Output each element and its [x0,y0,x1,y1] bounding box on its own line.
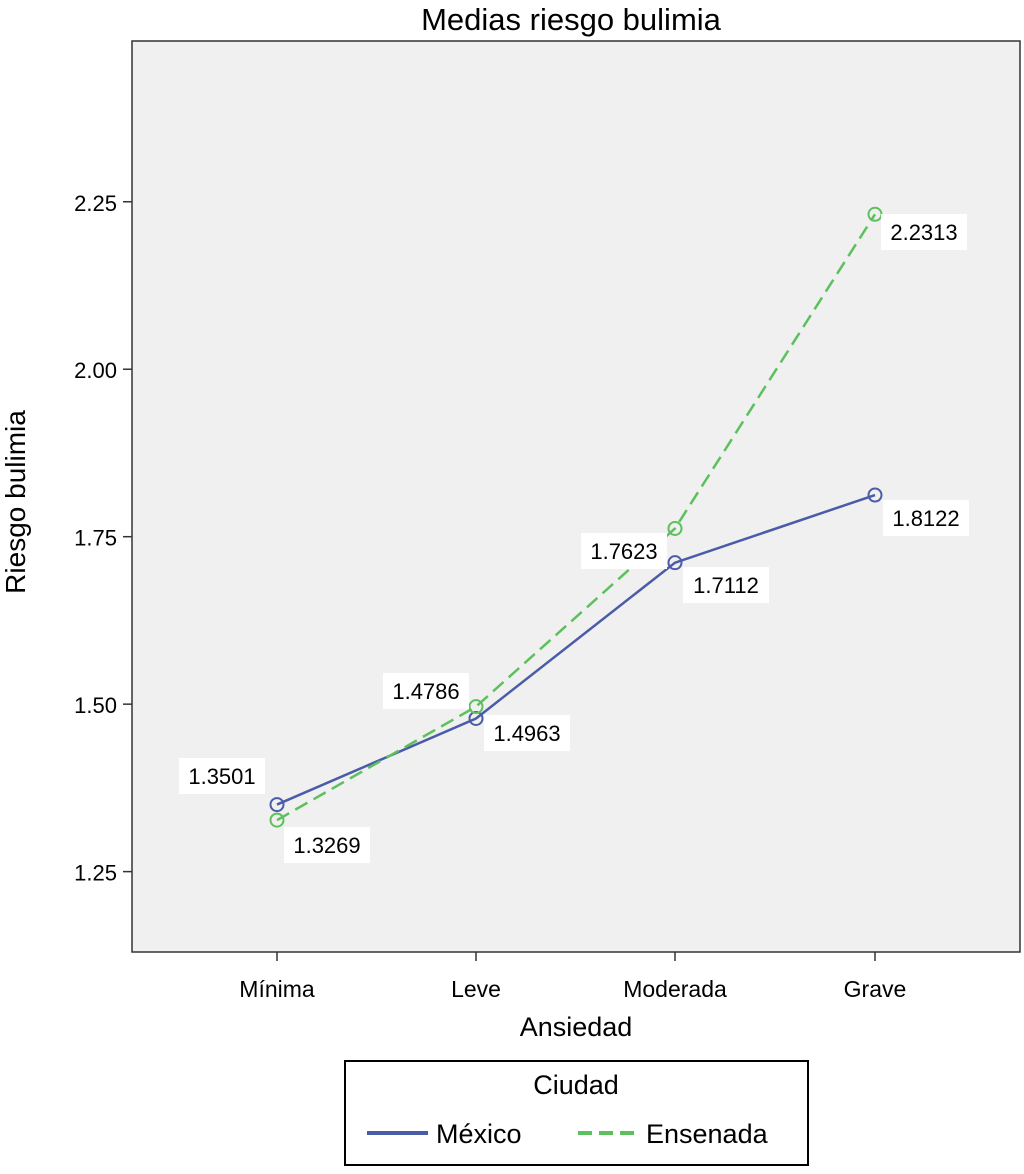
y-axis-title: Riesgo bulimia [0,410,31,594]
data-label-text: 1.3269 [293,833,360,858]
data-labels: 1.3501 1.4786 1.7112 1.8122 1.3269 1.4963 1.76… [179,214,969,863]
y-tick-label: 2.00 [74,358,117,383]
legend-item-mexico: México [367,1119,522,1149]
series-ensenada [269,206,883,828]
data-label-box [883,500,969,536]
data-point-marker [667,520,683,536]
data-point-marker [468,699,484,715]
series-mexico [269,487,883,813]
chart-title: Medias riesgo bulimia [421,2,722,37]
data-label: 1.3269 [284,827,370,863]
y-tick-label: 2.25 [74,191,117,216]
y-axis: 1.25 1.50 1.75 2.00 2.25 [74,191,132,886]
data-label-text: 1.4963 [493,721,560,746]
data-label: 2.2313 [881,214,967,250]
data-label: 1.7623 [581,533,667,569]
data-label: 1.4963 [484,715,570,751]
data-label-box [179,758,265,794]
data-label: 1.8122 [883,500,969,536]
data-point-marker [269,797,285,813]
data-label-box [581,533,667,569]
data-label-text: 1.4786 [392,679,459,704]
series-line [276,493,876,806]
x-tick-label: Moderada [623,976,727,1002]
data-label-box [383,673,469,709]
data-point-marker [667,555,683,571]
legend-box [344,1060,809,1166]
legend-item-ensenada: Ensenada [578,1119,769,1149]
data-label-text: 1.7623 [590,539,657,564]
x-axis: Mínima Leve Moderada Grave [239,952,906,1002]
plot-area [131,40,1021,953]
data-label-box [484,715,570,751]
x-axis-title: Ansiedad [520,1012,633,1042]
data-label: 1.4786 [383,673,469,709]
x-tick-label: Grave [844,976,907,1002]
data-point-marker [269,812,285,828]
data-label: 1.3501 [179,758,265,794]
y-tick-label: 1.50 [74,693,117,718]
legend-label: Ensenada [646,1119,769,1149]
legend-title: Ciudad [533,1070,619,1100]
y-tick-label: 1.75 [74,526,117,551]
data-label-text: 1.3501 [188,764,255,789]
data-label-text: 1.7112 [693,573,759,598]
data-label-box [683,567,769,603]
data-point-marker [468,710,484,726]
data-label: 1.7112 [683,567,769,603]
x-tick-label: Mínima [239,976,315,1002]
legend-label: México [436,1119,522,1149]
data-label-text: 2.2313 [890,220,957,245]
data-label-box [284,827,370,863]
series-line [276,213,877,822]
y-tick-label: 1.25 [74,861,117,886]
data-label-text: 1.8122 [892,506,959,531]
series-layer [269,206,883,828]
x-tick-label: Leve [451,976,501,1002]
data-label-box [881,214,967,250]
data-point-marker [867,487,883,503]
legend: Ciudad México Ensenada [344,1060,809,1166]
